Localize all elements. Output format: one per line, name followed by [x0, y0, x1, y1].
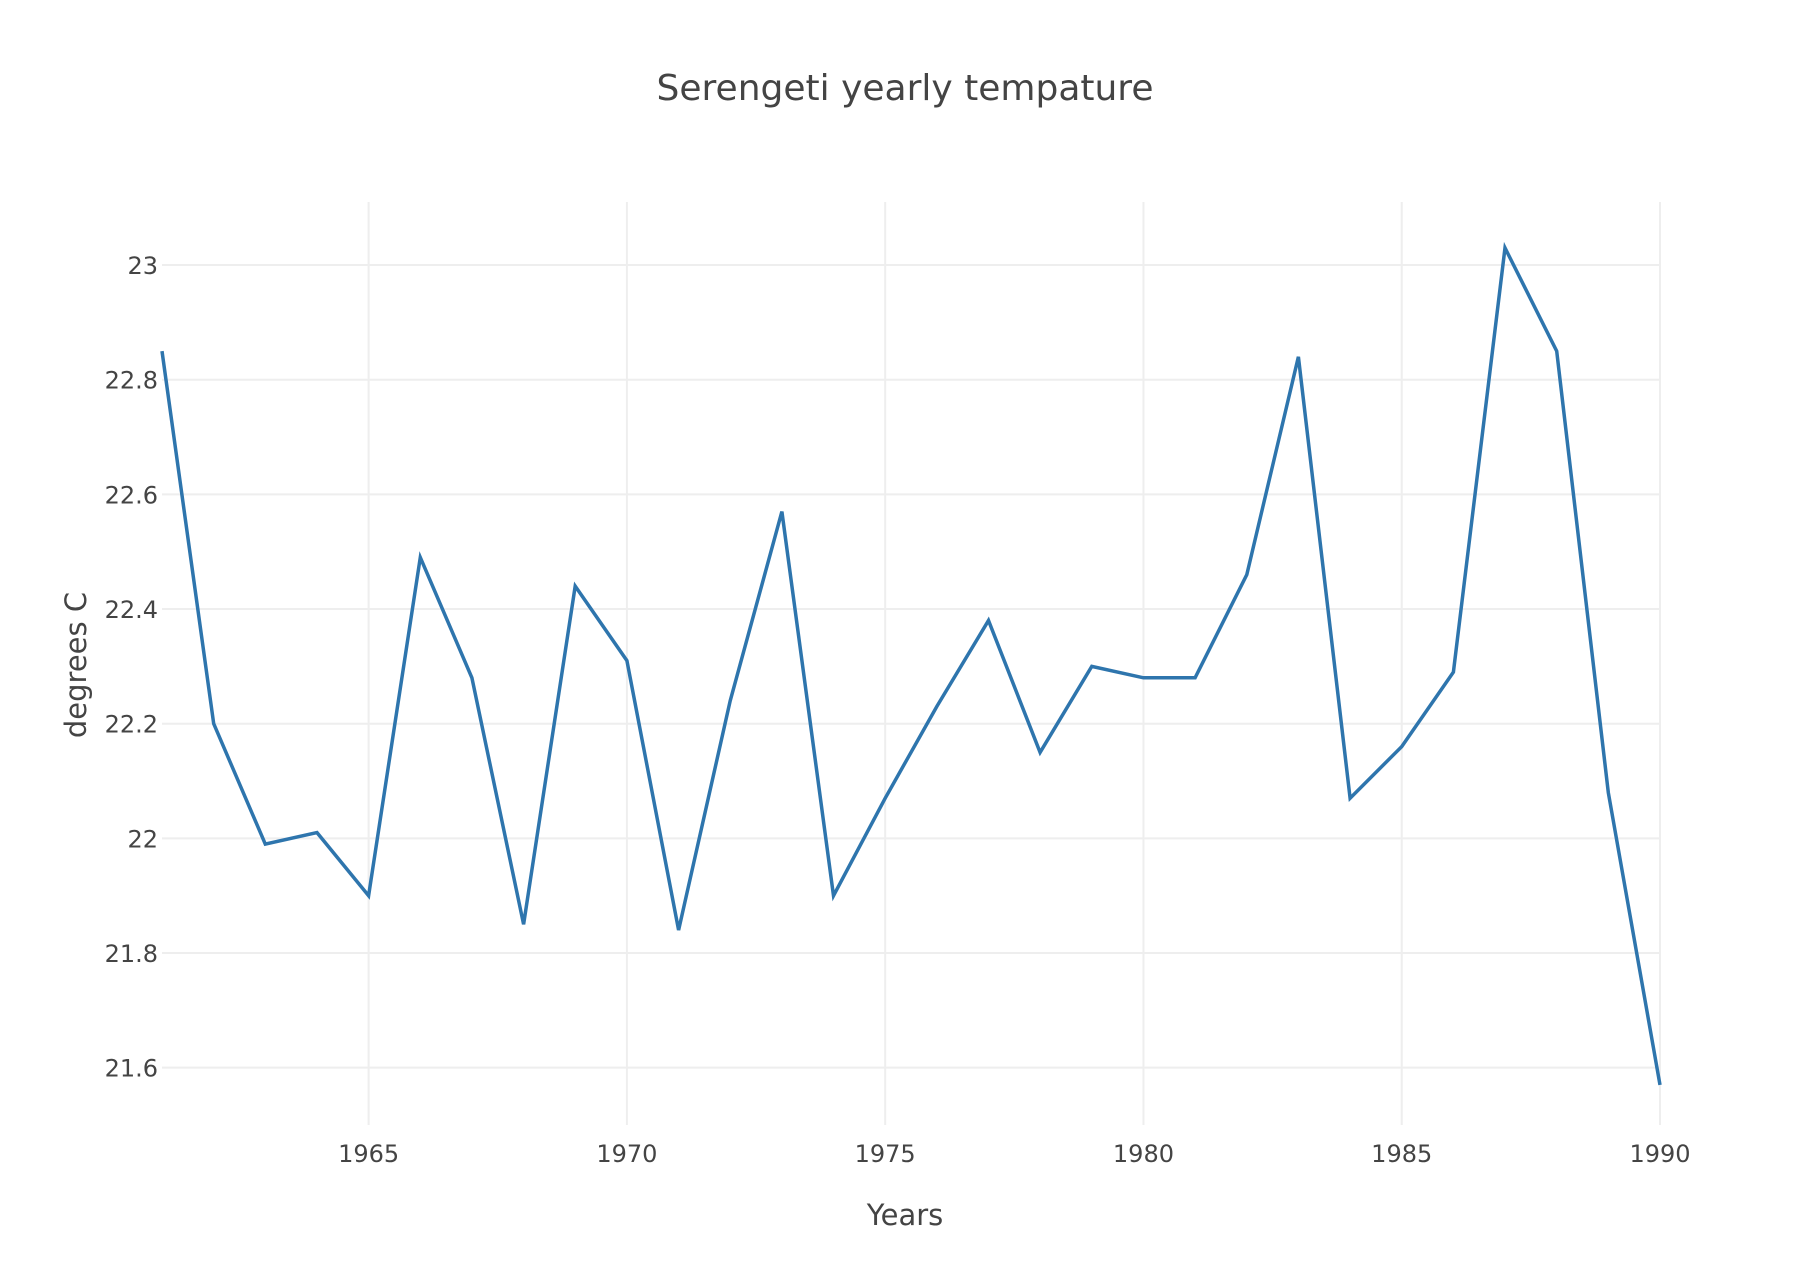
y-tick-labels: 21.6 21.8 22 22.2 22.4 22.6 22.8 23	[105, 252, 158, 1083]
x-tick-label: 1985	[1371, 1140, 1432, 1168]
x-tick-label: 1980	[1113, 1140, 1174, 1168]
x-tick-labels: 1965 1970 1975 1980 1985 1990	[338, 1140, 1690, 1168]
x-gridlines	[367, 202, 1661, 1125]
y-tick-label: 22.4	[105, 596, 158, 624]
x-tick-label: 1975	[855, 1140, 916, 1168]
x-tick-label: 1965	[338, 1140, 399, 1168]
y-tick-label: 21.6	[105, 1055, 158, 1083]
y-axis-title: degrees C	[59, 592, 93, 738]
y-gridlines	[162, 264, 1660, 1069]
y-tick-label: 22	[127, 825, 158, 853]
series-line	[160, 241, 1662, 1086]
y-tick-label: 22.8	[105, 367, 158, 395]
y-tick-label: 21.8	[105, 940, 158, 968]
x-axis-title: Years	[866, 1198, 944, 1232]
x-tick-label: 1970	[596, 1140, 657, 1168]
series-group	[160, 241, 1662, 1086]
y-tick-label: 23	[127, 252, 158, 280]
y-tick-label: 22.2	[105, 711, 158, 739]
y-tick-label: 22.6	[105, 481, 158, 509]
chart-title: Serengeti yearly tempature	[657, 68, 1154, 109]
x-tick-label: 1990	[1629, 1140, 1690, 1168]
